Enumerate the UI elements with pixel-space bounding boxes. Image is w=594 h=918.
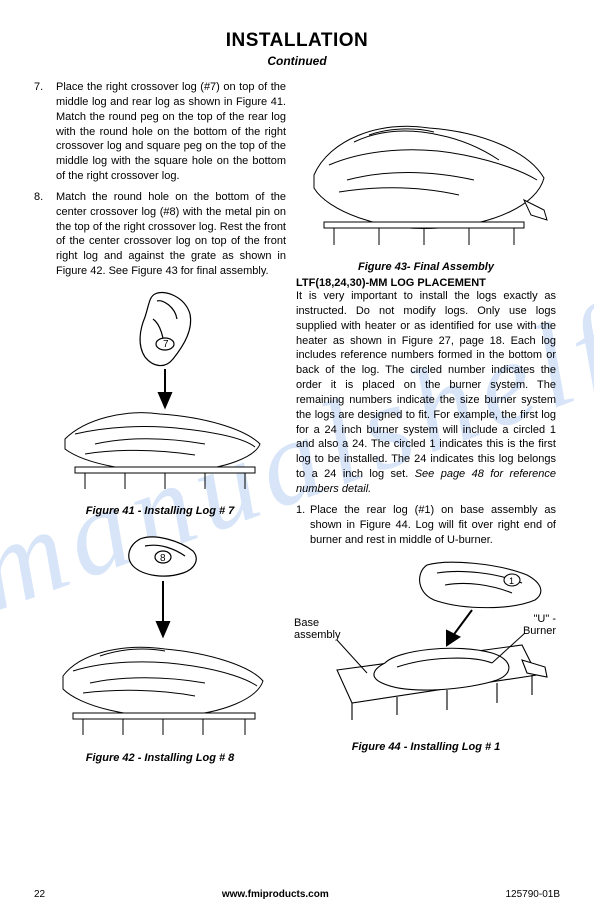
figure-41-caption: Figure 41 - Installing Log # 7 bbox=[86, 505, 235, 517]
step-1: 1. Place the rear log (#1) on base assem… bbox=[296, 503, 556, 548]
footer-doc-id: 125790-01B bbox=[506, 889, 561, 900]
figure-44-caption: Figure 44 - Installing Log # 1 bbox=[352, 741, 501, 753]
label-u-burner: "U" - Burner bbox=[504, 613, 556, 637]
step-text: Match the round hole on the bottom of th… bbox=[56, 190, 286, 279]
figure-42: 8 bbox=[34, 531, 286, 764]
left-column: 7. Place the right crossover log (#7) on… bbox=[34, 80, 286, 764]
figure-44-illustration: 1 bbox=[297, 555, 555, 735]
footer-page-number: 22 bbox=[34, 889, 45, 900]
step-text: Place the rear log (#1) on base assembly… bbox=[310, 503, 556, 548]
page-footer: 22 www.fmiproducts.com 125790-01B bbox=[34, 889, 560, 900]
right-column: Figure 43- Final Assembly LTF(18,24,30)-… bbox=[296, 80, 556, 753]
page-title: INSTALLATION bbox=[34, 30, 560, 52]
section-heading: LTF(18,24,30)-MM LOG PLACEMENT bbox=[296, 277, 556, 289]
figure-44: 1 bbox=[296, 555, 556, 753]
step-number: 7. bbox=[34, 80, 56, 184]
figure-43-caption: Figure 43- Final Assembly bbox=[358, 261, 494, 273]
svg-text:1: 1 bbox=[509, 576, 514, 586]
page-container: INSTALLATION Continued 7. Place the righ… bbox=[0, 0, 594, 918]
svg-text:8: 8 bbox=[160, 553, 166, 564]
step-number: 8. bbox=[34, 190, 56, 279]
figure-41-illustration: 7 bbox=[45, 289, 275, 499]
body-paragraph: It is very important to install the logs… bbox=[296, 289, 556, 497]
page-subtitle: Continued bbox=[34, 54, 560, 68]
label-base-assembly: Base assembly bbox=[294, 617, 354, 641]
figure-41: 7 bbox=[34, 289, 286, 517]
svg-text:7: 7 bbox=[163, 339, 169, 350]
footer-url: www.fmiproducts.com bbox=[222, 889, 329, 900]
step-number: 1. bbox=[296, 503, 310, 548]
figure-42-illustration: 8 bbox=[45, 531, 275, 746]
step-7: 7. Place the right crossover log (#7) on… bbox=[34, 80, 286, 184]
step-8: 8. Match the round hole on the bottom of… bbox=[34, 190, 286, 279]
step-text: Place the right crossover log (#7) on to… bbox=[56, 80, 286, 184]
figure-42-caption: Figure 42 - Installing Log # 8 bbox=[86, 752, 235, 764]
body-text-main: It is very important to install the logs… bbox=[296, 290, 556, 480]
figure-43: Figure 43- Final Assembly bbox=[296, 80, 556, 273]
figure-43-illustration bbox=[299, 80, 554, 255]
